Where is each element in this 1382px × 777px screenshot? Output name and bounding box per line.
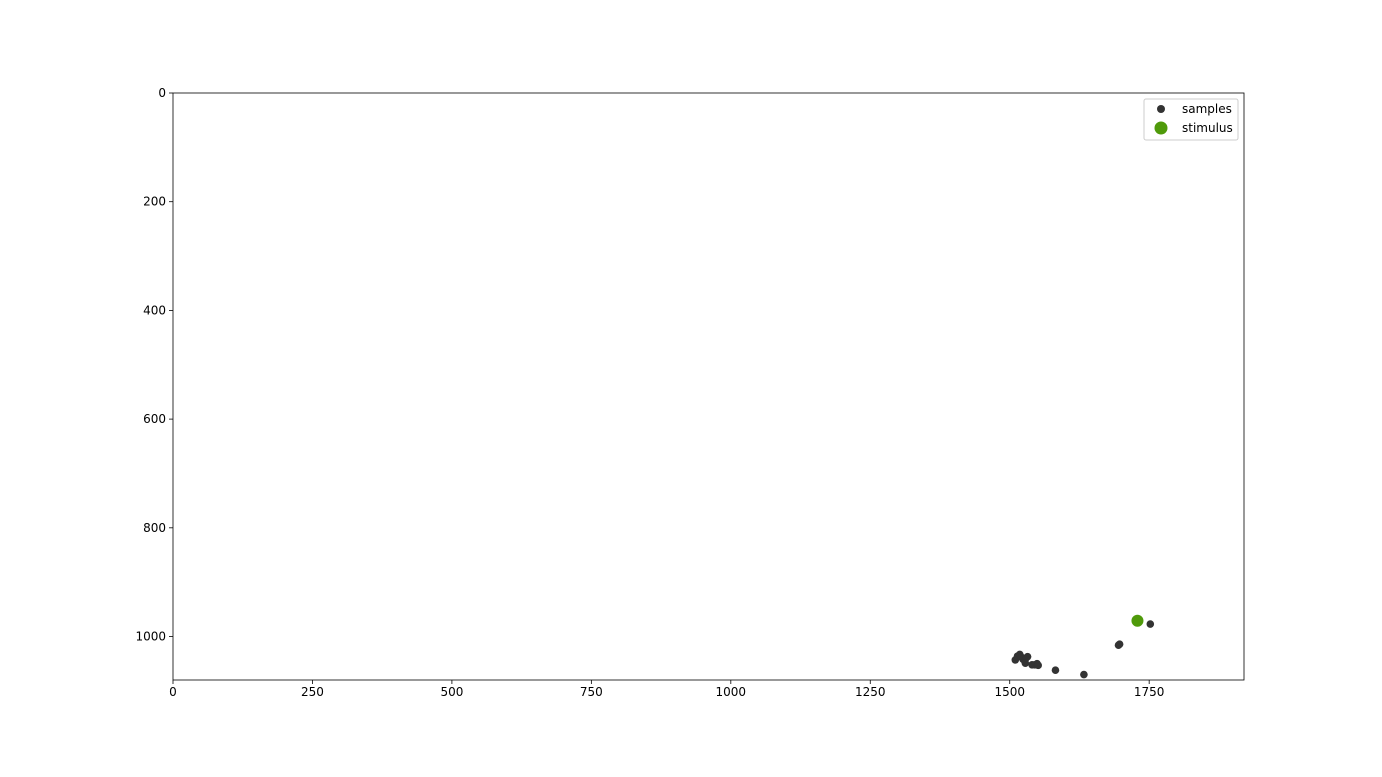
x-tick-label: 250: [301, 685, 324, 699]
y-tick-label: 200: [143, 195, 166, 209]
legend-marker-samples: [1157, 105, 1165, 113]
samples-point: [1051, 666, 1060, 675]
x-tick-label: 0: [169, 685, 177, 699]
x-axis: 0 250 500 750 1000 1250 1500 1750: [169, 680, 1164, 699]
samples-point: [1080, 670, 1088, 679]
x-tick-label: 1750: [1134, 685, 1165, 699]
y-tick-label: 0: [158, 86, 166, 100]
stimulus-point: [1131, 614, 1144, 627]
y-axis: 0 200 400 600 800 1000: [135, 86, 173, 644]
plot-area: [173, 93, 1244, 680]
y-tick-label: 1000: [135, 630, 166, 644]
x-tick-label: 1500: [994, 685, 1025, 699]
x-tick-label: 750: [580, 685, 603, 699]
legend-marker-stimulus: [1154, 121, 1168, 135]
data-points: [1011, 614, 1155, 679]
legend-label-samples: samples: [1182, 102, 1232, 116]
y-tick-label: 800: [143, 521, 166, 535]
x-tick-label: 1250: [855, 685, 886, 699]
legend-label-stimulus: stimulus: [1182, 121, 1233, 135]
axes-frame: [172, 92, 1245, 681]
samples-point: [1023, 652, 1032, 661]
samples-point: [1115, 640, 1124, 648]
y-tick-label: 600: [143, 412, 166, 426]
legend: samples stimulus: [1143, 98, 1239, 141]
samples-point: [1021, 659, 1030, 667]
legend-box: [1143, 98, 1239, 141]
samples-point: [1146, 620, 1155, 628]
samples-point: [1034, 661, 1042, 670]
y-tick-label: 400: [143, 303, 166, 317]
x-tick-label: 500: [440, 685, 463, 699]
x-tick-label: 1000: [716, 685, 747, 699]
